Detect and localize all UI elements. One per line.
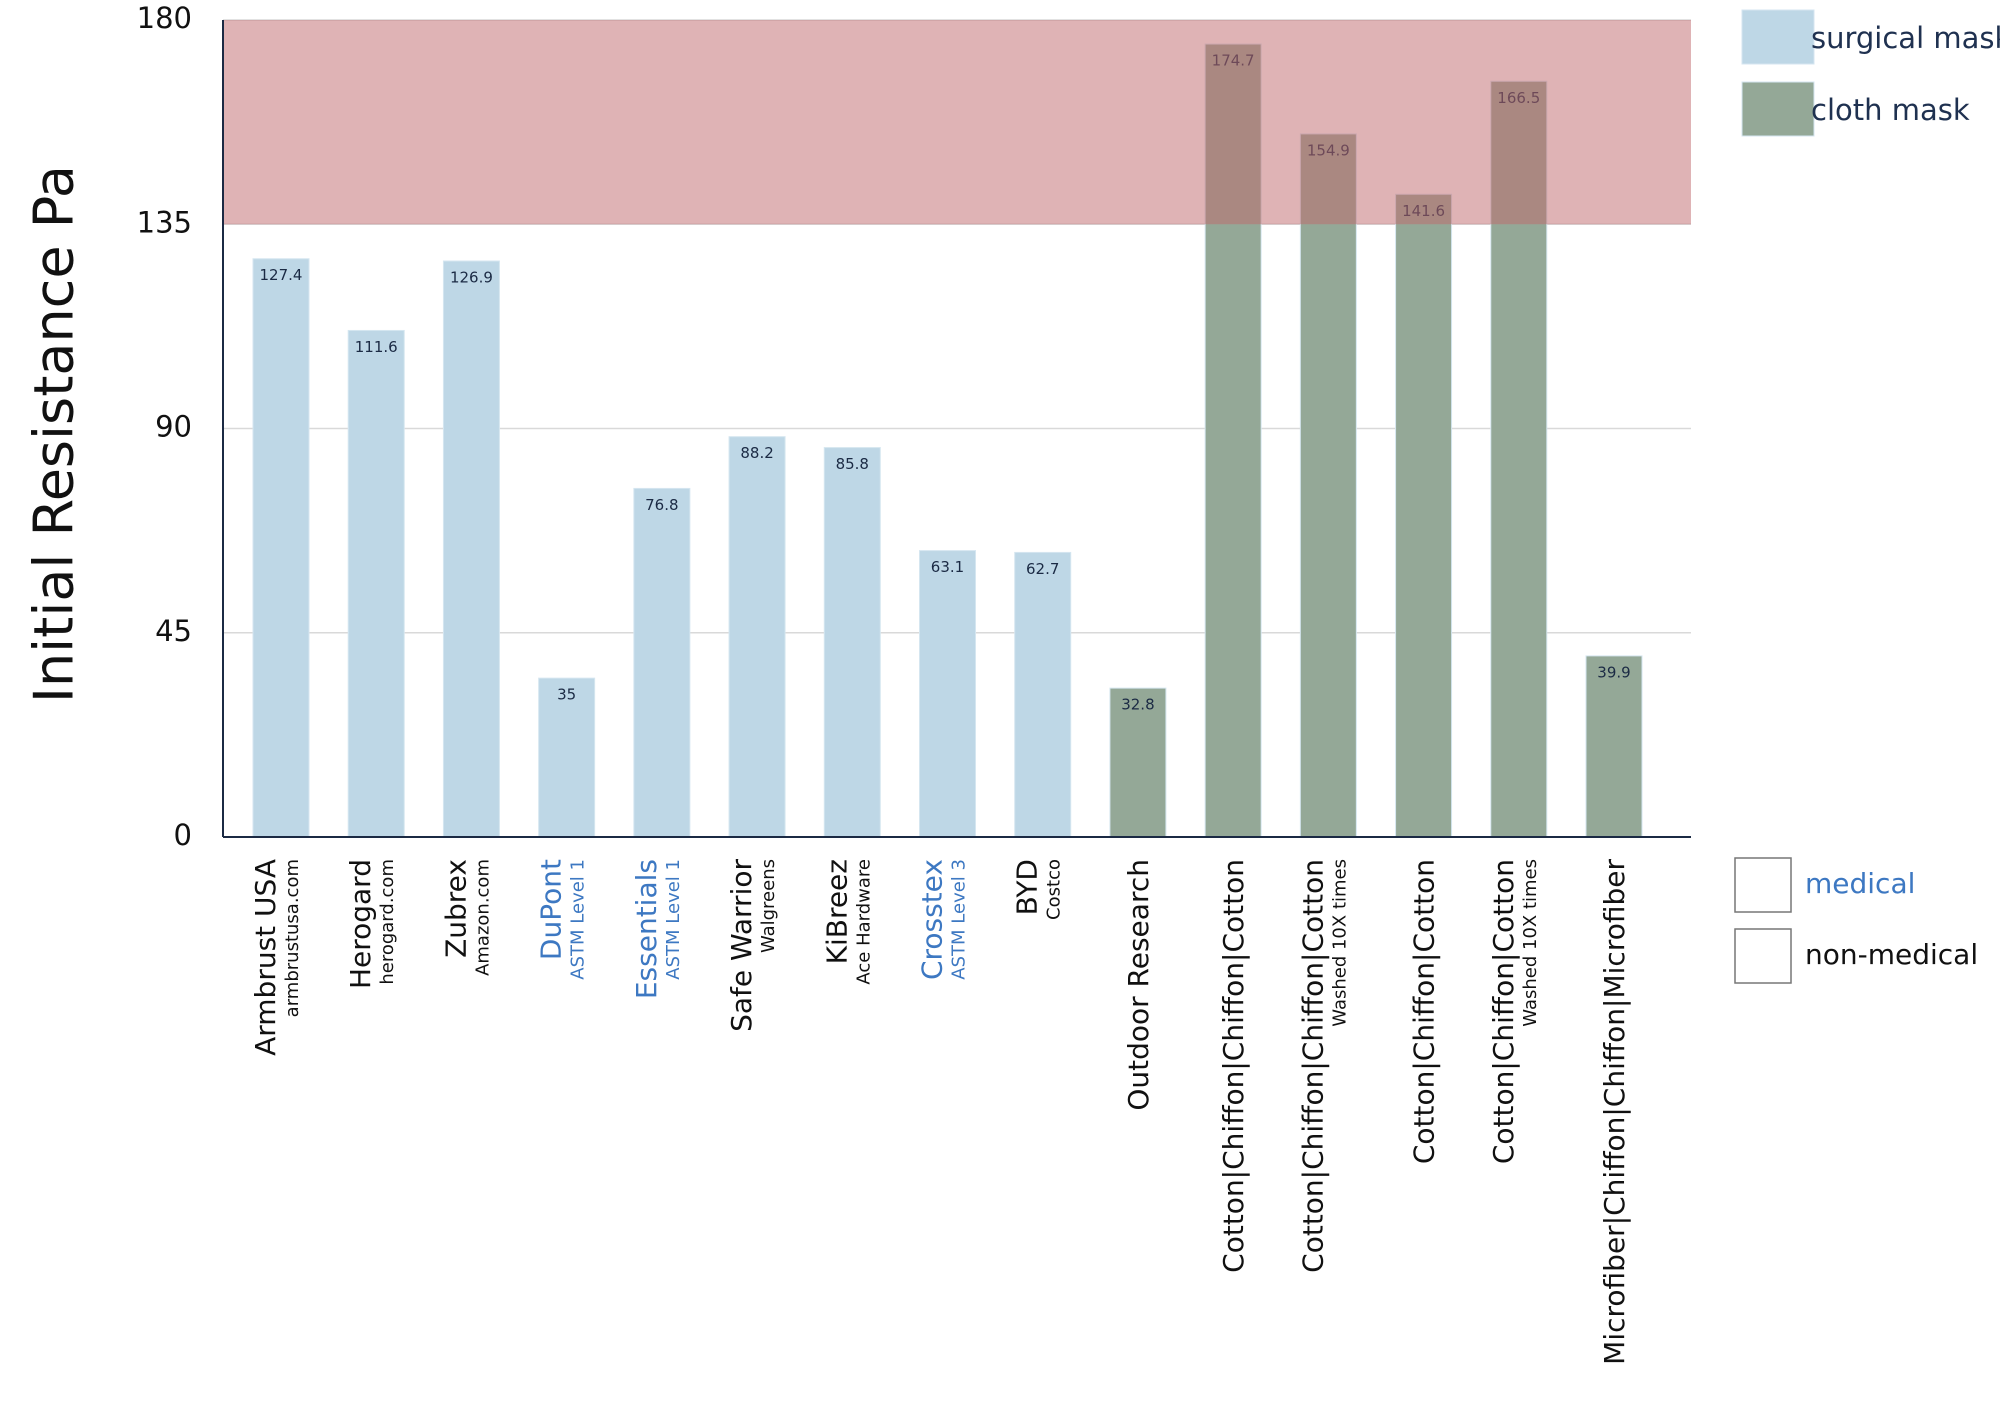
bar (442, 260, 500, 838)
bar (633, 487, 691, 838)
x-tick-label: Armbrust USA (249, 859, 282, 1056)
y-tick-label: 90 (155, 410, 192, 444)
x-tick-sublabel: Washed 10X times (1329, 859, 1350, 1027)
x-tick-label: Outdoor Research (1122, 859, 1155, 1111)
x-tick-sublabel: ASTM Level 3 (949, 859, 970, 980)
x-tick-sublabel: ASTM Level 1 (663, 859, 684, 980)
bar (252, 258, 310, 838)
x-tick-sublabel: Washed 10X times (1520, 859, 1541, 1027)
bar (1395, 193, 1453, 838)
value-label: 62.7 (1026, 560, 1059, 578)
x-tick-sublabel: Walgreens (758, 859, 779, 953)
x-tick-label: KiBreez (820, 859, 853, 964)
value-label: 63.1 (931, 558, 964, 576)
legend-box (1734, 857, 1792, 913)
x-tick-label: Herogard (344, 859, 377, 989)
value-label: 32.8 (1121, 696, 1154, 714)
x-tick-sublabel: Costco (1044, 859, 1065, 920)
bar (1299, 133, 1357, 838)
bar (347, 329, 405, 838)
x-tick-label: Zubrex (439, 859, 472, 958)
x-tick-sublabel: Amazon.com (472, 859, 493, 976)
x-tick-label: Cotton|Chiffon|Cotton (1408, 859, 1441, 1164)
legend-swatch (1741, 9, 1815, 65)
bar (538, 677, 596, 838)
legend-label: medical (1805, 867, 1915, 900)
x-tick-label: BYD (1011, 859, 1044, 915)
x-tick-label: DuPont (535, 859, 568, 960)
y-tick-label: 45 (155, 614, 192, 648)
legend-label: surgical mask (1811, 21, 2000, 55)
legend-box (1734, 928, 1792, 984)
value-label: 85.8 (836, 455, 869, 473)
x-tick-sublabel: ASTM Level 1 (568, 859, 589, 980)
y-tick-label: 0 (174, 818, 192, 852)
y-tick-label: 135 (137, 205, 192, 239)
x-tick-label: Cotton|Chiffon|Cotton (1487, 859, 1520, 1164)
x-tick-label: Crosstex (916, 859, 949, 980)
x-tick-label: Essentials (630, 859, 663, 999)
bar (919, 550, 976, 838)
value-label: 88.2 (740, 444, 773, 462)
value-label: 111.6 (355, 338, 398, 356)
bar (1014, 551, 1072, 838)
legend-label: non-medical (1805, 938, 1978, 971)
x-tick-label: Microfiber|Chiffon|Chiffon|Microfiber (1598, 859, 1631, 1365)
legend-label: cloth mask (1811, 93, 1970, 127)
value-label: 127.4 (260, 266, 303, 284)
bar (728, 436, 786, 838)
value-label: 39.9 (1597, 663, 1630, 681)
value-label: 35 (557, 686, 576, 704)
bar (823, 447, 881, 838)
value-label: 126.9 (450, 269, 493, 287)
legend-swatch (1741, 81, 1815, 137)
x-tick-label: Cotton|Chiffon|Chiffon|Cotton (1296, 859, 1329, 1273)
x-tick-label: Cotton|Chiffon|Chiffon|Cotton (1217, 859, 1250, 1273)
highlight-band (223, 20, 1691, 225)
x-tick-sublabel: Ace Hardware (853, 859, 874, 985)
y-axis-label: Initial Resistance Pa (23, 165, 86, 703)
bar (1585, 655, 1643, 838)
x-tick-sublabel: armbrustusa.com (282, 859, 303, 1017)
x-tick-sublabel: herogard.com (377, 859, 398, 985)
y-tick-label: 180 (137, 1, 192, 35)
value-label: 76.8 (645, 496, 678, 514)
x-tick-label: Safe Warrior (725, 859, 758, 1032)
